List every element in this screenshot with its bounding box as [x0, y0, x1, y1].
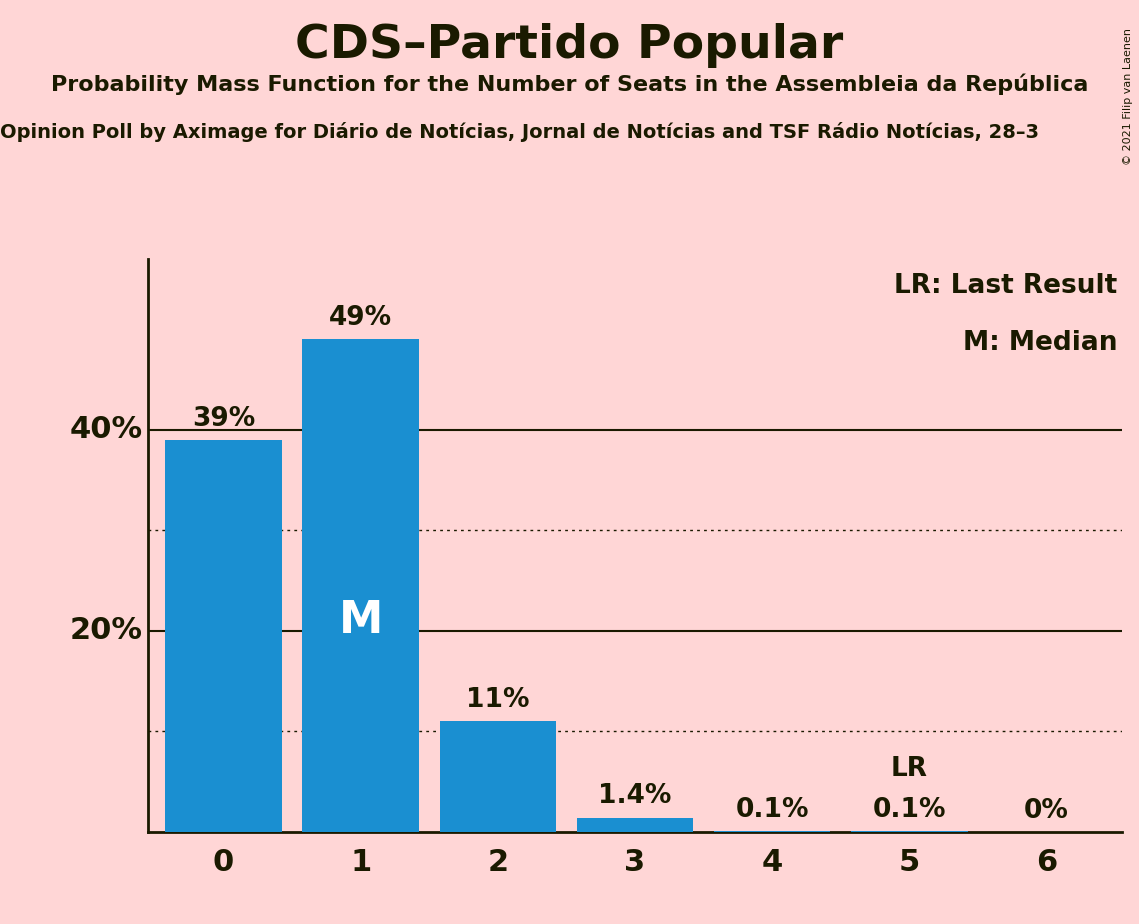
Text: CDS–Partido Popular: CDS–Partido Popular: [295, 23, 844, 68]
Bar: [576, 818, 694, 832]
Text: M: Median: M: Median: [962, 331, 1117, 357]
Text: 0%: 0%: [1024, 797, 1068, 823]
Bar: [302, 339, 419, 832]
Text: M: M: [338, 599, 383, 642]
Text: 1.4%: 1.4%: [598, 784, 672, 809]
Text: LR: Last Result: LR: Last Result: [894, 274, 1117, 299]
Text: 11%: 11%: [466, 687, 530, 713]
Text: 39%: 39%: [191, 406, 255, 432]
Text: © 2021 Filip van Laenen: © 2021 Filip van Laenen: [1123, 28, 1133, 164]
Bar: [165, 440, 281, 832]
Text: 40%: 40%: [69, 415, 142, 444]
Text: 20%: 20%: [69, 616, 142, 645]
Text: Probability Mass Function for the Number of Seats in the Assembleia da República: Probability Mass Function for the Number…: [51, 74, 1088, 95]
Text: Opinion Poll by Aximage for Diário de Notícias, Jornal de Notícias and TSF Rádio: Opinion Poll by Aximage for Diário de No…: [0, 122, 1039, 142]
Text: LR: LR: [891, 757, 928, 783]
Text: 0.1%: 0.1%: [736, 796, 809, 822]
Text: 49%: 49%: [329, 305, 392, 331]
Text: 0.1%: 0.1%: [872, 796, 947, 822]
Bar: [440, 721, 556, 832]
Bar: [851, 831, 968, 832]
Bar: [714, 831, 830, 832]
